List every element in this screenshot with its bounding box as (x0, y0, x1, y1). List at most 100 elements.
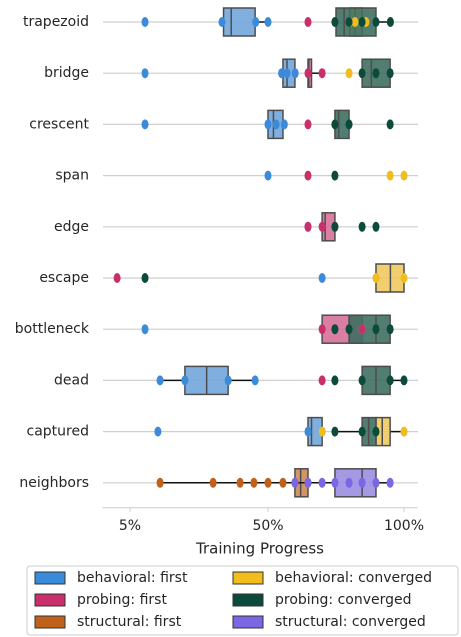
point (400, 170, 408, 181)
point (291, 477, 299, 488)
point (400, 273, 408, 283)
point (331, 426, 339, 437)
point (141, 17, 149, 27)
point (331, 17, 339, 27)
point (372, 221, 380, 232)
point (304, 477, 312, 488)
point (280, 119, 288, 130)
point (345, 477, 353, 488)
x-axis-title: Training Progress (195, 540, 324, 558)
legend-label: behavioral: first (77, 570, 188, 586)
point (331, 221, 339, 232)
point (345, 119, 353, 130)
point (318, 68, 326, 79)
y-tick-label: bridge (44, 65, 89, 81)
point (358, 375, 366, 386)
point (372, 426, 380, 437)
point (345, 68, 353, 79)
y-tick-label: escape (39, 270, 89, 286)
point (372, 273, 380, 283)
point (372, 477, 380, 488)
point (251, 375, 259, 386)
point (386, 375, 394, 386)
point (218, 17, 226, 27)
point (331, 119, 339, 130)
point (304, 17, 312, 27)
point (264, 17, 272, 27)
legend-label: behavioral: converged (275, 570, 432, 586)
point (141, 119, 149, 130)
legend-swatch (34, 571, 66, 585)
point (264, 119, 272, 130)
point (400, 426, 408, 437)
legend-swatch (232, 593, 264, 607)
point (386, 477, 394, 488)
legend-label: probing: first (77, 592, 167, 608)
box (222, 7, 256, 37)
point (386, 68, 394, 79)
point (400, 375, 408, 386)
point (318, 477, 326, 488)
point (358, 426, 366, 437)
x-tick-label: 50% (252, 518, 283, 534)
point (264, 170, 272, 181)
box (334, 468, 377, 498)
point (279, 477, 287, 488)
point (278, 68, 286, 79)
y-tick-label: dead (54, 372, 89, 388)
point (318, 426, 326, 437)
point (331, 324, 339, 335)
legend-swatch (34, 615, 66, 629)
x-tick-label: 100% (384, 518, 424, 534)
y-tick-label: crescent (29, 116, 89, 132)
point (331, 170, 339, 181)
legend-label: structural: converged (275, 614, 426, 630)
legend-swatch (34, 593, 66, 607)
point (250, 477, 258, 488)
legend-label: structural: first (77, 614, 182, 630)
y-tick-label: span (55, 168, 89, 184)
point (209, 477, 217, 488)
point (264, 477, 272, 488)
point (386, 119, 394, 130)
point (358, 221, 366, 232)
point (272, 119, 280, 130)
point (224, 375, 232, 386)
point (372, 324, 380, 335)
point (351, 17, 359, 27)
point (358, 477, 366, 488)
legend-label: probing: converged (275, 592, 412, 608)
x-tick-label: 5% (119, 518, 141, 534)
point (141, 68, 149, 79)
point (283, 68, 291, 79)
y-tick-label: edge (54, 219, 89, 235)
point (318, 324, 326, 335)
point (304, 221, 312, 232)
point (291, 68, 299, 79)
point (304, 68, 312, 79)
legend-swatch (232, 571, 264, 585)
point (141, 324, 149, 335)
point (386, 17, 394, 27)
point (318, 221, 326, 232)
point (386, 170, 394, 181)
legend-swatch (232, 615, 264, 629)
point (331, 375, 339, 386)
y-tick-label: captured (27, 424, 89, 440)
point (331, 477, 339, 488)
point (386, 324, 394, 335)
point (345, 17, 353, 27)
point (304, 170, 312, 181)
point (372, 68, 380, 79)
point (318, 375, 326, 386)
point (358, 17, 366, 27)
point (358, 324, 366, 335)
point (304, 426, 312, 437)
point (156, 375, 164, 386)
y-tick-label: trapezoid (23, 14, 89, 30)
point (236, 477, 244, 488)
point (345, 324, 353, 335)
point (181, 375, 189, 386)
box (348, 314, 391, 344)
